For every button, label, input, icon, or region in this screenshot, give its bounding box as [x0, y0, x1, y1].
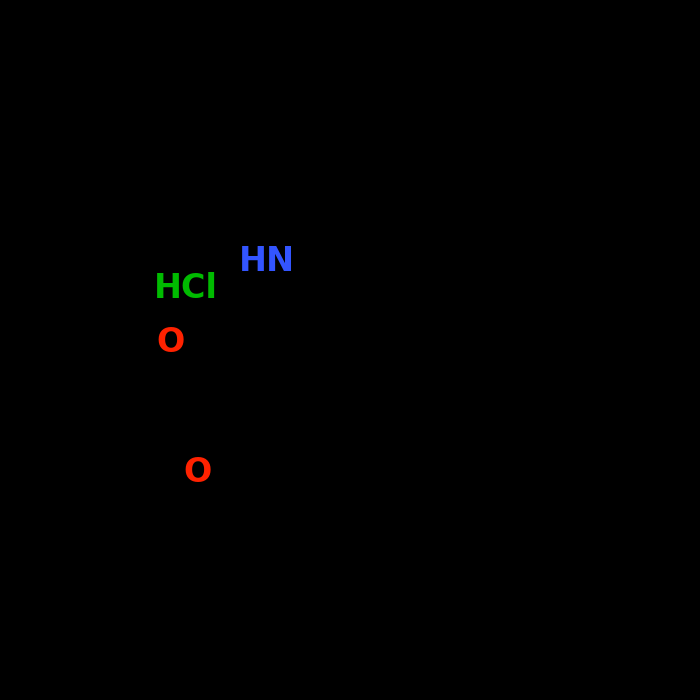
Text: O: O [183, 456, 211, 489]
Text: HN: HN [239, 246, 295, 279]
Text: HCl: HCl [154, 272, 218, 305]
Text: O: O [156, 326, 184, 359]
